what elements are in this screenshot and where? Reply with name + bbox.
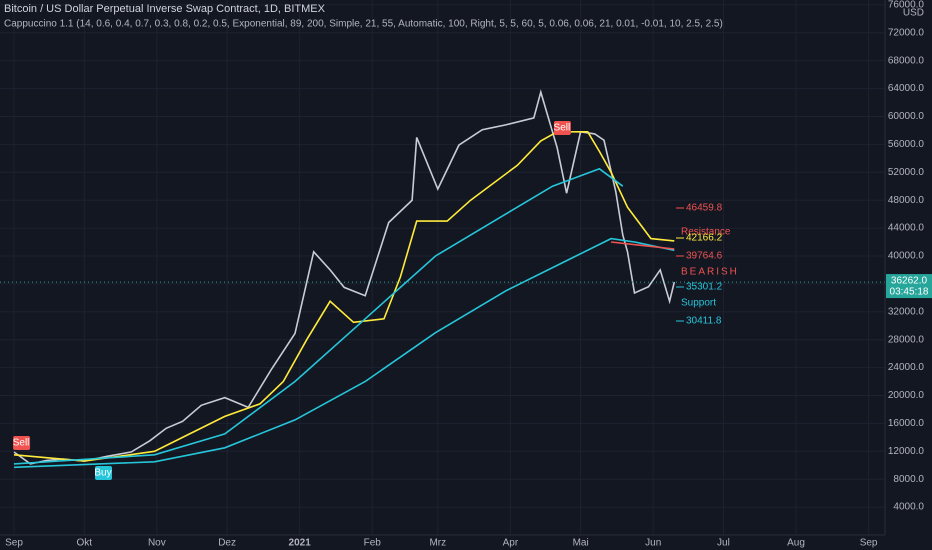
currency-label: USD bbox=[903, 8, 924, 19]
chart-title: Bitcoin / US Dollar Perpetual Inverse Sw… bbox=[4, 3, 326, 15]
x-tick-label: Mrz bbox=[429, 538, 446, 549]
x-tick-label: Dez bbox=[218, 538, 236, 549]
annotation: 39764.6 bbox=[686, 251, 723, 262]
grid bbox=[0, 0, 885, 535]
y-tick-label: 40000.0 bbox=[888, 251, 925, 262]
signal-label: Buy bbox=[94, 468, 111, 479]
x-tick-label: Mai bbox=[573, 538, 589, 549]
y-tick-label: 16000.0 bbox=[888, 418, 925, 429]
y-tick-label: 68000.0 bbox=[888, 55, 925, 66]
x-tick-label: Apr bbox=[503, 538, 519, 549]
last-price-label: 36262.0 bbox=[891, 276, 928, 287]
x-tick-label: Feb bbox=[364, 538, 382, 549]
y-tick-label: 24000.0 bbox=[888, 362, 925, 373]
x-tick-label: 2021 bbox=[289, 538, 312, 549]
annotation: Support bbox=[681, 298, 716, 309]
signal-marker bbox=[95, 465, 113, 480]
y-tick-label: 44000.0 bbox=[888, 223, 925, 234]
series-line bbox=[13, 89, 676, 465]
y-tick-label: 4000.0 bbox=[893, 502, 924, 513]
y-tick-label: 32000.0 bbox=[888, 306, 925, 317]
signal-label: Sell bbox=[554, 123, 571, 134]
annotation: Resistance bbox=[681, 227, 731, 238]
signal-label: Sell bbox=[13, 438, 30, 449]
axes: 4000.0 8000.0 12000.0 16000.0 20000.0 24000.0… bbox=[5, 0, 932, 549]
series-line bbox=[13, 167, 624, 465]
y-tick-label: 48000.0 bbox=[888, 195, 925, 206]
x-tick-label: Sep bbox=[5, 538, 23, 549]
signal-marker bbox=[553, 120, 571, 135]
x-tick-label: Aug bbox=[787, 538, 805, 549]
x-tick-label: Jun bbox=[645, 538, 661, 549]
annotation: 42166.2 bbox=[686, 233, 723, 244]
y-tick-label: 76000.0 bbox=[888, 0, 925, 11]
annotation: 30411.8 bbox=[686, 316, 722, 327]
y-tick-label: 8000.0 bbox=[893, 474, 924, 485]
last-price-box bbox=[886, 274, 932, 299]
x-tick-label: Okt bbox=[77, 538, 93, 549]
indicator-label: Cappuccino 1.1 (14, 0.6, 0.4, 0.7, 0.3, … bbox=[4, 19, 723, 30]
y-tick-label: 56000.0 bbox=[888, 139, 925, 150]
y-tick-label: 64000.0 bbox=[888, 83, 925, 94]
y-tick-label: 60000.0 bbox=[888, 111, 925, 122]
x-tick-label: Jul bbox=[717, 538, 730, 549]
y-tick-label: 72000.0 bbox=[888, 27, 925, 38]
annotation: 46459.8 bbox=[686, 203, 723, 214]
y-tick-label: 12000.0 bbox=[888, 446, 925, 457]
y-tick-label: 20000.0 bbox=[888, 390, 925, 401]
series-line bbox=[13, 131, 675, 462]
x-tick-label: Nov bbox=[148, 538, 166, 549]
x-tick-label: Sep bbox=[860, 538, 878, 549]
series-line bbox=[611, 241, 675, 250]
annotation: BEARISH bbox=[681, 267, 739, 278]
annotation: 35301.2 bbox=[686, 282, 723, 293]
y-tick-label: 28000.0 bbox=[888, 334, 925, 345]
signal-marker bbox=[13, 435, 31, 450]
series-line bbox=[13, 237, 675, 469]
y-tick-label: 52000.0 bbox=[888, 167, 925, 178]
countdown-label: 03:45:18 bbox=[890, 287, 929, 298]
